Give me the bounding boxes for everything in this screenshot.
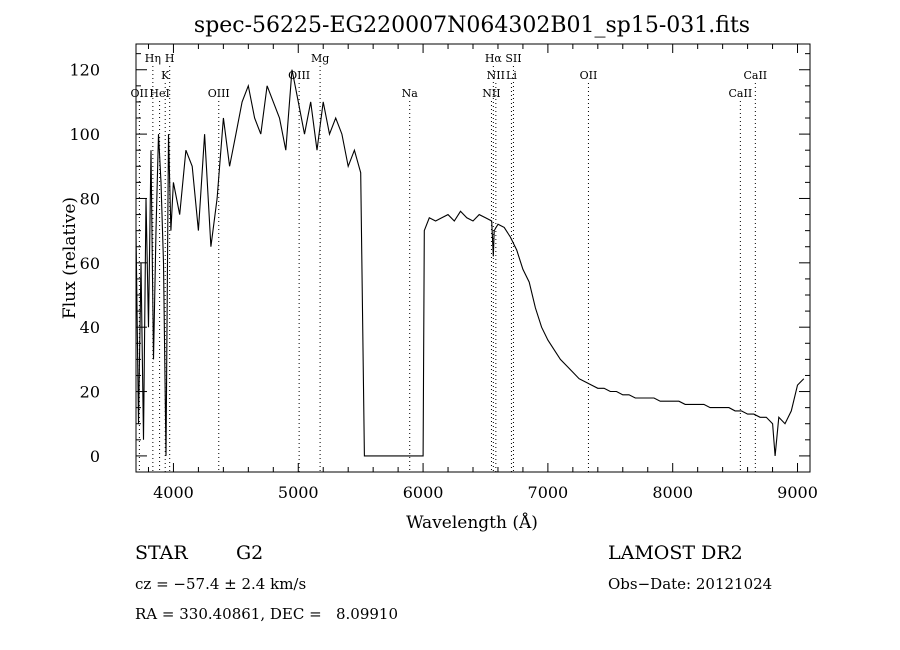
spectral-line-label: Hη (145, 52, 161, 65)
spectral-line-label: Mg (311, 52, 329, 65)
spectrum-line (135, 69, 805, 457)
spectral-line-label: OIII (208, 87, 230, 100)
observation-date: Obs−Date: 20121024 (608, 575, 773, 593)
x-tick-label: 7000 (528, 483, 569, 502)
axis-ticks (136, 44, 810, 472)
y-tick-labels: 0 20 40 60 80 100 120 (69, 61, 100, 466)
x-tick-label: 6000 (403, 483, 444, 502)
spectral-line-label: Hα (485, 52, 503, 65)
y-tick-label: 60 (80, 254, 100, 273)
spectral-line-label: CaII (729, 87, 753, 100)
y-tick-label: 80 (80, 189, 100, 208)
spectral-line-label: OII (580, 69, 598, 82)
spectral-line-label: NII (482, 87, 500, 100)
y-tick-label: 40 (80, 318, 100, 337)
survey-name: LAMOST DR2 (608, 542, 743, 564)
spectral-line-label: OII (131, 87, 149, 100)
spectral-line-label: Li (506, 69, 517, 82)
spectral-line-label: K (161, 69, 170, 82)
spectral-line-label: CaII (743, 69, 767, 82)
x-tick-label: 9000 (777, 483, 818, 502)
spectral-line-label: H (165, 52, 175, 65)
y-tick-label: 0 (90, 447, 100, 466)
y-tick-label: 100 (69, 125, 100, 144)
x-tick-label: 5000 (278, 483, 319, 502)
x-axis-label: Wavelength (Å) (406, 512, 538, 533)
object-subclass: G2 (236, 542, 264, 564)
spectral-line-label: HeI (149, 87, 169, 100)
x-tick-labels: 4000 5000 6000 7000 8000 9000 (153, 483, 818, 502)
spectral-line-label: SII (505, 52, 521, 65)
spectral-line-label: Na (402, 87, 419, 100)
y-axis-label: Flux (relative) (60, 197, 80, 319)
redshift-cz: cz = −57.4 ± 2.4 km/s (135, 575, 307, 593)
chart-title: spec-56225-EG220007N064302B01_sp15-031.f… (194, 13, 750, 38)
ra-dec-coordinates: RA = 330.40861, DEC = 8.09910 (135, 605, 399, 623)
y-tick-label: 120 (69, 61, 100, 80)
plot-frame (135, 43, 811, 473)
x-tick-label: 4000 (153, 483, 194, 502)
spectral-line-label: NII (487, 69, 505, 82)
object-class: STAR (135, 542, 188, 564)
y-tick-label: 20 (80, 383, 100, 402)
x-tick-label: 8000 (652, 483, 693, 502)
